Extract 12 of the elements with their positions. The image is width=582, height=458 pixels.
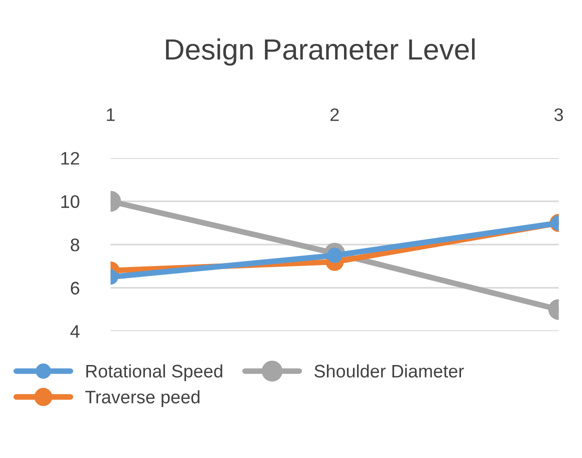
legend-label: Shoulder Diameter xyxy=(314,364,464,378)
y-tick-label: 4 xyxy=(70,325,80,338)
x-tick-label: 2 xyxy=(330,108,339,121)
x-tick-label: 3 xyxy=(554,108,563,122)
x-tick-label: 1 xyxy=(106,108,115,121)
legend-label: Traverse peed xyxy=(85,390,200,408)
y-tick-label: 6 xyxy=(70,282,80,295)
y-tick-label: 10 xyxy=(61,195,80,208)
chart-title: Design Parameter Level xyxy=(166,38,475,66)
legend-label: Rotational Speed xyxy=(86,364,222,382)
y-tick-label: 8 xyxy=(70,238,80,252)
y-tick-label: 12 xyxy=(61,152,80,165)
